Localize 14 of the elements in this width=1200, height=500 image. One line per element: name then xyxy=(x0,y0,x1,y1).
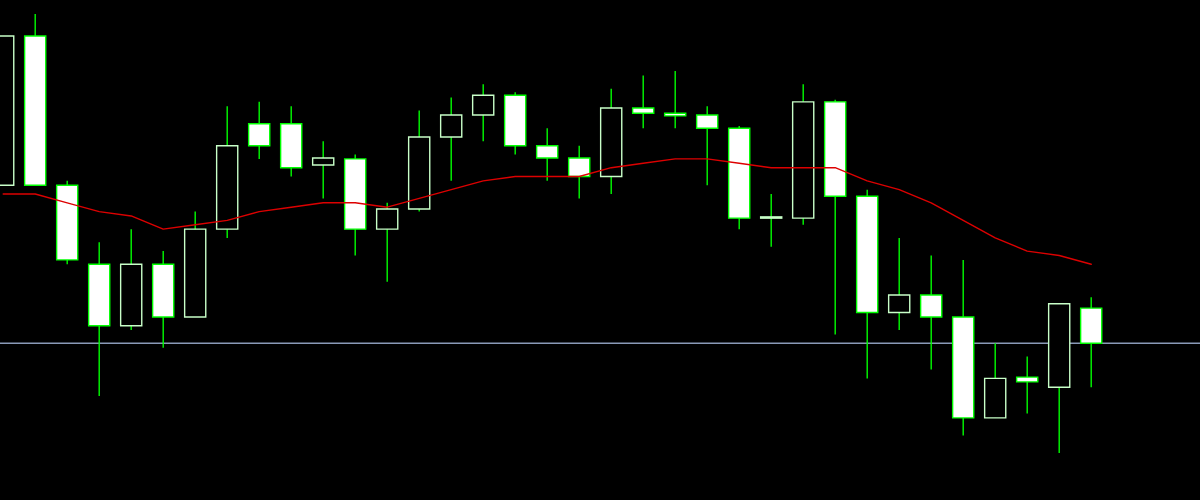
candlestick xyxy=(663,70,687,129)
candlestick xyxy=(919,254,943,371)
candlestick xyxy=(759,193,783,248)
candlestick xyxy=(311,140,335,200)
candlestick xyxy=(439,96,463,182)
candlestick xyxy=(375,202,399,283)
candlestick xyxy=(567,145,591,200)
candlestick xyxy=(1015,355,1039,415)
candlestick xyxy=(247,101,271,160)
candlestick xyxy=(887,237,911,331)
candlestick xyxy=(471,83,495,143)
candlestick xyxy=(695,105,719,186)
candlestick xyxy=(535,127,559,182)
candlestick xyxy=(631,74,655,129)
